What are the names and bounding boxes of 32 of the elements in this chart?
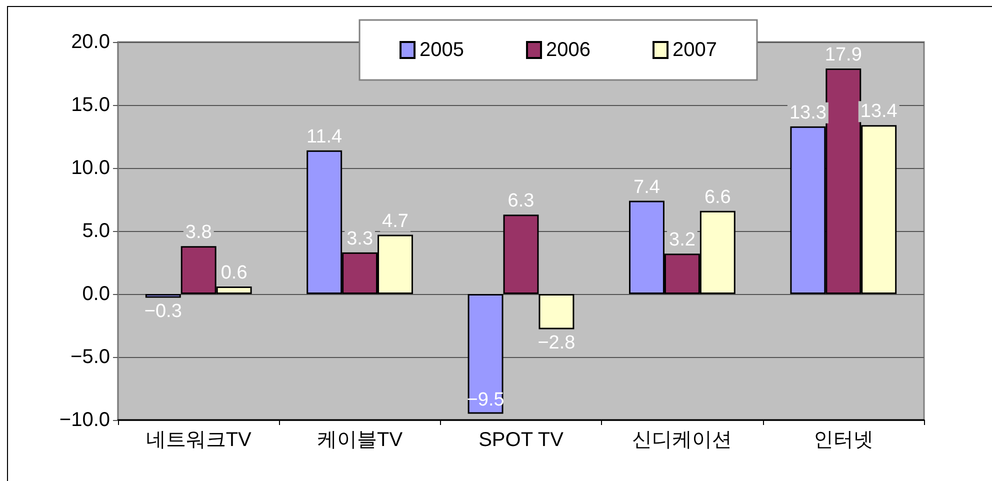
x-tick-label: 신디케이션: [632, 429, 732, 451]
x-tick-label: 네트워크TV: [146, 429, 252, 451]
data-label: 7.4: [634, 176, 660, 198]
y-tick-label: 10.0: [71, 157, 110, 179]
data-label: 13.4: [860, 101, 898, 122]
x-tick-label: 케이블TV: [317, 429, 404, 451]
legend-label: 2006: [546, 39, 591, 61]
data-label: 6.3: [508, 190, 534, 212]
legend-label: 2005: [420, 39, 464, 61]
data-label: 17.9: [824, 44, 862, 66]
y-tick-label: 15.0: [71, 94, 110, 116]
data-label: −0.3: [144, 300, 182, 322]
bar: [145, 294, 181, 298]
data-label: 0.6: [220, 262, 248, 284]
x-tick-label: 인터넷: [813, 429, 874, 451]
y-tick-label: −10.0: [59, 409, 110, 431]
data-label: 3.3: [346, 228, 374, 250]
bar: [503, 214, 539, 294]
y-tick-label: 5.0: [82, 220, 110, 242]
data-label: 3.8: [185, 222, 212, 244]
data-label: −2.8: [538, 332, 576, 354]
data-label: 11.4: [306, 126, 343, 148]
data-label: 13.3: [789, 102, 826, 124]
bar: [538, 294, 574, 330]
data-label: 6.6: [704, 186, 731, 208]
y-tick-label: −5.0: [70, 346, 110, 368]
legend-label: 2007: [672, 39, 718, 61]
x-tick-label: SPOT TV: [478, 429, 564, 451]
data-label: 3.2: [668, 230, 696, 251]
data-label: 4.7: [382, 210, 408, 232]
y-tick-label: 20.0: [71, 31, 110, 53]
y-tick-label: 0.0: [82, 283, 110, 305]
